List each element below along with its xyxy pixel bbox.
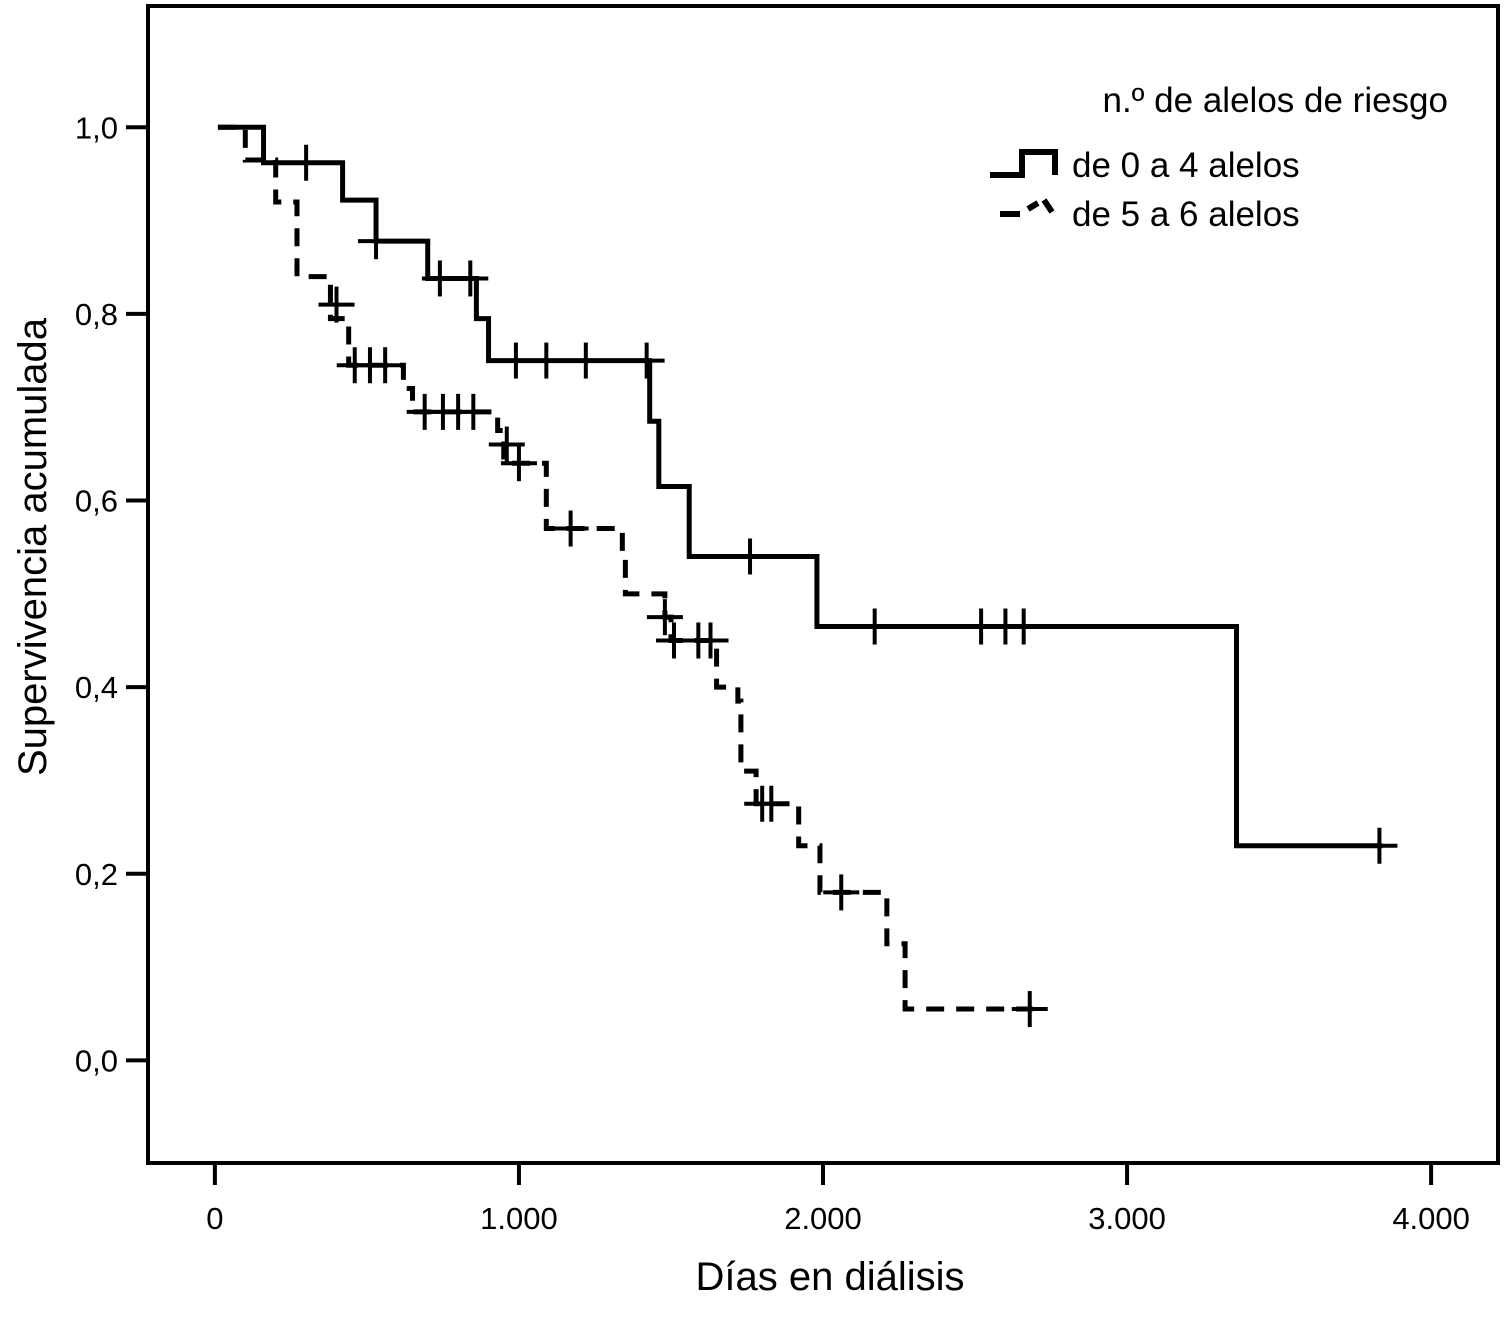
censor-mark [823,874,860,911]
legend-label-dashed: de 5 a 6 alelos [1072,195,1300,234]
censor-mark [753,785,790,822]
censor-mark [628,342,665,379]
censor-mark [1005,608,1042,645]
censor-mark [452,260,489,297]
censor-mark [288,144,325,181]
censor-mark [367,347,404,384]
censor-mark [488,426,525,463]
legend-swatch-solid [990,149,1058,178]
x-tick-label: 3.000 [1088,1201,1166,1236]
x-tick-label: 4.000 [1392,1201,1470,1236]
x-axis-title: Días en diálisis [695,1255,964,1299]
y-tick-label: 0,8 [75,297,118,332]
y-tick-label: 0,4 [75,670,118,705]
x-axis: 0 1.000 2.000 3.000 4.000 [206,1163,1470,1236]
x-tick-label: 0 [206,1201,223,1236]
censor-mark [1011,991,1048,1028]
y-tick-label: 0,0 [75,1043,118,1078]
censor-mark [646,599,683,636]
legend-title: n.º de alelos de riesgo [1102,81,1448,120]
censor-mark [497,342,534,379]
censor-mark [318,286,355,323]
censor-mark [455,393,492,430]
censor-mark [732,538,769,575]
x-tick-label: 1.000 [480,1201,558,1236]
censor-mark [567,342,604,379]
censor-mark [358,223,395,260]
legend-label-solid: de 0 a 4 alelos [1072,146,1300,185]
legend-swatch-dashed [1000,198,1055,217]
censor-mark [1361,827,1398,864]
y-tick-label: 1,0 [75,110,118,145]
censor-mark [692,622,729,659]
x-tick-label: 2.000 [784,1201,862,1236]
series-line-2 [217,124,1033,1012]
censor-mark [500,445,537,482]
censor-mark [528,342,565,379]
censor-mark [421,260,458,297]
y-tick-label: 0,2 [75,857,118,892]
series-layer [217,124,1398,1028]
legend: n.º de alelos de riesgo de 0 a 4 alelos … [990,81,1448,234]
series-line-1 [217,124,1383,849]
censor-mark [552,510,589,547]
y-axis: 0,0 0,2 0,4 0,6 0,8 1,0 [75,110,148,1078]
censor-mark [856,608,893,645]
y-axis-title: Supervivencia acumulada [11,317,55,776]
y-tick-label: 0,6 [75,484,118,519]
